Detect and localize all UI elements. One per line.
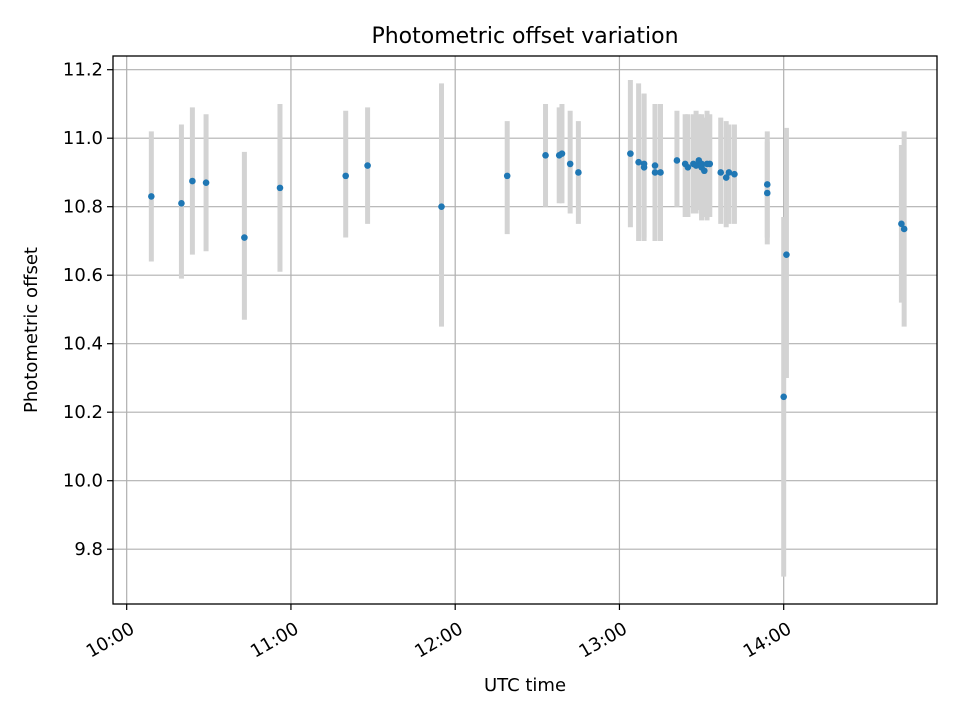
y-tick-label: 10.4 — [63, 334, 103, 355]
data-point — [189, 177, 196, 185]
y-tick-label: 10.8 — [63, 197, 103, 218]
y-tick-label: 10.6 — [63, 265, 103, 286]
data-point — [898, 220, 905, 228]
data-point — [241, 234, 248, 241]
y-tick-label: 10.2 — [63, 402, 103, 423]
data-point — [566, 160, 574, 168]
data-point — [698, 160, 705, 168]
data-point — [202, 179, 210, 187]
data-point — [542, 152, 549, 159]
data-point — [657, 169, 664, 176]
data-point — [673, 157, 681, 164]
data-point — [725, 169, 733, 176]
data-point — [627, 150, 634, 157]
data-point — [364, 162, 371, 169]
data-point — [148, 193, 155, 200]
data-point — [558, 150, 566, 157]
data-point — [635, 158, 642, 166]
data-point — [731, 170, 738, 178]
y-tick-label: 11.2 — [63, 60, 103, 81]
data-point — [342, 172, 349, 180]
data-point — [640, 160, 648, 168]
data-point — [178, 199, 185, 207]
data-point — [651, 169, 659, 176]
data-point — [651, 162, 659, 169]
y-axis: 9.8 10.0 10.2 10.4 10.6 10.8 11.0 11.2 — [63, 60, 113, 560]
data-point — [717, 169, 725, 176]
y-tick-label: 9.8 — [74, 539, 103, 560]
data-point — [783, 251, 790, 258]
x-axis-title: UTC time — [484, 675, 566, 696]
y-axis-title: Photometric offset — [21, 247, 42, 413]
data-point — [763, 189, 771, 197]
data-point — [701, 167, 708, 175]
data-point — [706, 160, 714, 168]
data-point — [684, 164, 692, 171]
chart-title: Photometric offset variation — [371, 24, 678, 49]
data-point — [503, 172, 511, 180]
data-point — [438, 203, 445, 210]
data-point — [780, 393, 787, 401]
data-points — [148, 150, 908, 401]
data-point — [575, 169, 582, 176]
plot-frame — [112, 55, 938, 605]
y-tick-label: 10.0 — [63, 471, 103, 492]
y-tick-label: 11.0 — [63, 128, 103, 149]
data-point — [722, 174, 730, 181]
data-point — [900, 225, 908, 233]
data-point — [763, 181, 771, 188]
data-point — [276, 184, 284, 192]
data-point — [692, 162, 700, 169]
